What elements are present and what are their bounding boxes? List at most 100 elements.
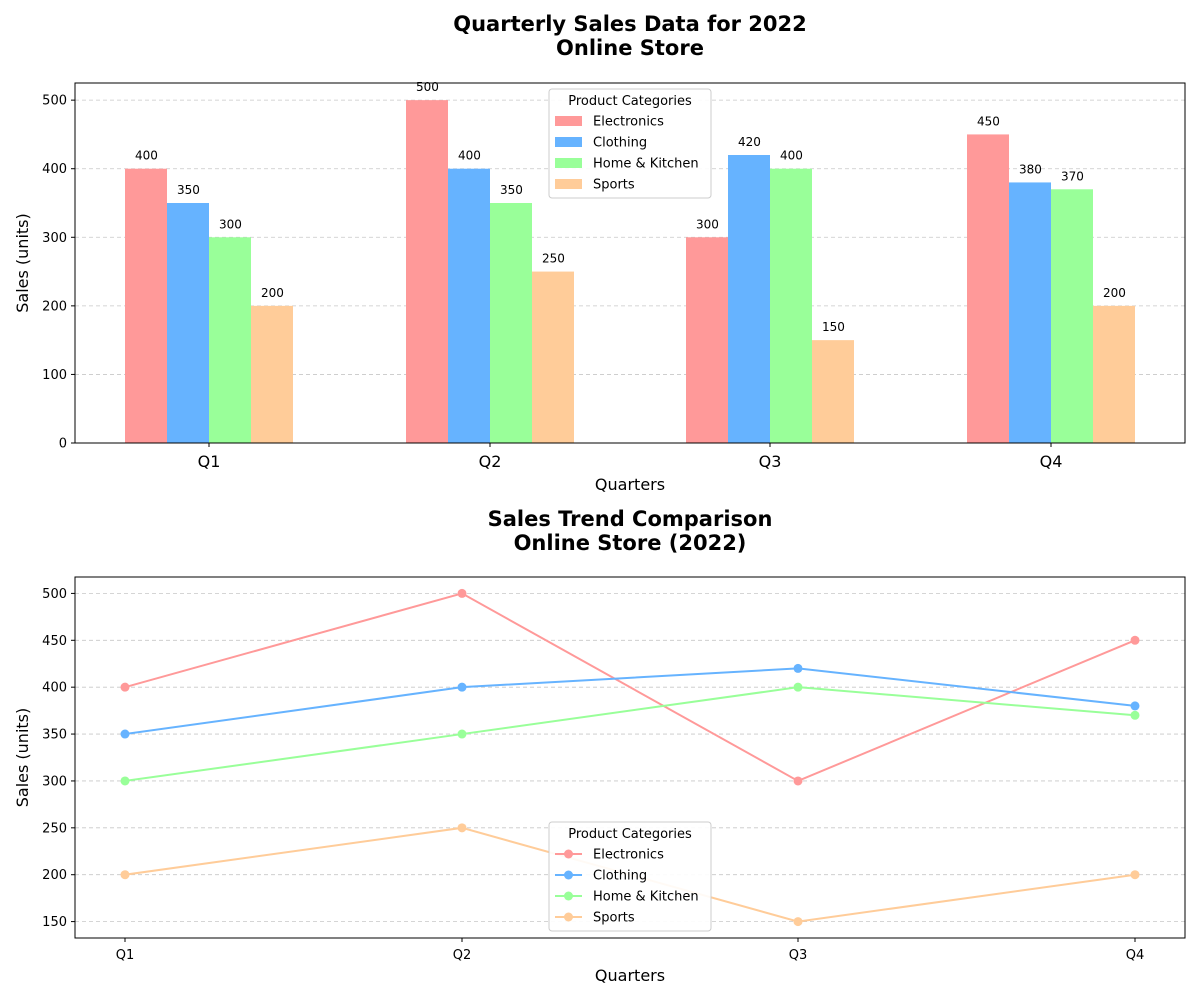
bar-electronics-q2	[406, 100, 448, 444]
legend-swatch	[555, 158, 582, 168]
bar-value-label: 400	[458, 149, 481, 163]
legend-swatch	[555, 137, 582, 147]
chart-title-line: Quarterly Sales Data for 2022	[453, 12, 807, 36]
legend-swatch	[555, 116, 582, 126]
y-tick-label: 500	[42, 94, 67, 109]
legend-title: Product Categories	[568, 827, 692, 842]
line-electronics	[124, 592, 1136, 783]
point-sports-q2	[457, 823, 467, 833]
legend-marker	[564, 912, 573, 922]
y-axis-label: Sales (units)	[13, 708, 32, 808]
legend-label: Electronics	[593, 115, 664, 130]
bar-home-kitchen-q1	[209, 237, 251, 443]
bar-value-label: 250	[542, 252, 565, 266]
chart-title-line: Online Store	[556, 36, 704, 60]
point-sports-q3	[793, 917, 803, 927]
y-tick-label: 500	[42, 587, 67, 602]
y-tick-label: 350	[42, 728, 67, 743]
x-axis-label: Quarters	[595, 475, 665, 494]
bar-home-kitchen-q2	[490, 203, 532, 443]
x-axis-label: Quarters	[595, 966, 665, 985]
bar-value-label: 300	[219, 217, 242, 231]
point-electronics-q3	[793, 776, 803, 786]
legend-label: Electronics	[593, 848, 664, 863]
legend-swatch	[555, 179, 582, 189]
bar-clothing-q2	[448, 168, 490, 443]
legend-label: Sports	[593, 911, 635, 926]
point-sports-q1	[120, 870, 130, 880]
point-clothing-q3	[793, 663, 803, 673]
point-sports-q4	[1130, 870, 1140, 880]
x-tick-label: Q4	[1126, 948, 1145, 963]
bar-clothing-q4	[1009, 182, 1051, 443]
bar-clothing-q1	[167, 203, 209, 443]
y-tick-label: 250	[42, 821, 67, 836]
x-tick-label: Q3	[789, 948, 808, 963]
legend-label: Clothing	[593, 136, 647, 151]
bar-electronics-q1	[125, 168, 167, 443]
chart-title-line: Online Store (2022)	[514, 531, 747, 555]
x-tick-label: Q1	[116, 948, 135, 963]
point-electronics-q4	[1130, 635, 1140, 645]
bar-electronics-q4	[967, 134, 1009, 443]
y-tick-label: 0	[59, 437, 67, 452]
legend-box	[548, 88, 712, 199]
legend-marker	[564, 849, 573, 859]
legend-label: Home & Kitchen	[593, 157, 699, 172]
bar-home-kitchen-q4	[1051, 189, 1093, 443]
bar-sports-q2	[532, 271, 574, 443]
legend-label: Clothing	[593, 869, 647, 884]
plot-frame	[74, 82, 1186, 444]
line-clothing	[124, 667, 1136, 736]
line-home-kitchen	[124, 686, 1136, 782]
y-axis-label: Sales (units)	[13, 213, 32, 313]
x-tick-label: Q2	[479, 452, 502, 471]
y-tick-label: 200	[42, 868, 67, 883]
bar-value-label: 420	[738, 135, 761, 149]
point-home-kitchen-q2	[457, 729, 467, 739]
bar-home-kitchen-q3	[770, 168, 812, 443]
bar-value-label: 450	[977, 114, 1000, 128]
point-home-kitchen-q1	[120, 776, 130, 786]
y-tick-label: 150	[42, 915, 67, 930]
bar-value-label: 200	[261, 286, 284, 300]
chart-title-line: Sales Trend Comparison	[488, 507, 773, 531]
legend-box	[548, 821, 712, 932]
y-tick-label: 400	[42, 681, 67, 696]
point-clothing-q1	[120, 729, 130, 739]
bar-value-label: 150	[822, 320, 845, 334]
y-tick-label: 200	[42, 299, 67, 314]
y-tick-label: 400	[42, 162, 67, 177]
plot-frame	[74, 576, 1186, 939]
bar-sports-q4	[1093, 305, 1135, 443]
y-tick-label: 300	[42, 774, 67, 789]
bar-value-label: 400	[135, 149, 158, 163]
bar-value-label: 400	[780, 149, 803, 163]
point-clothing-q2	[457, 682, 467, 692]
bar-value-label: 370	[1061, 169, 1084, 183]
legend-title: Product Categories	[568, 94, 692, 109]
y-tick-label: 100	[42, 368, 67, 383]
bar-electronics-q3	[686, 237, 728, 443]
point-electronics-q1	[120, 682, 130, 692]
point-home-kitchen-q4	[1130, 710, 1140, 720]
bar-clothing-q3	[728, 155, 770, 443]
point-home-kitchen-q3	[793, 682, 803, 692]
y-tick-label: 300	[42, 231, 67, 246]
legend-marker	[564, 870, 573, 880]
y-tick-label: 450	[42, 634, 67, 649]
x-tick-label: Q2	[453, 948, 472, 963]
x-tick-label: Q3	[759, 452, 782, 471]
bar-value-label: 500	[416, 80, 439, 94]
bar-sports-q1	[251, 305, 293, 443]
bar-value-label: 350	[177, 183, 200, 197]
legend-label: Sports	[593, 178, 635, 193]
bar-value-label: 300	[696, 217, 719, 231]
x-tick-label: Q4	[1040, 452, 1063, 471]
legend-marker	[564, 891, 573, 901]
bar-value-label: 200	[1103, 286, 1126, 300]
point-clothing-q4	[1130, 701, 1140, 711]
